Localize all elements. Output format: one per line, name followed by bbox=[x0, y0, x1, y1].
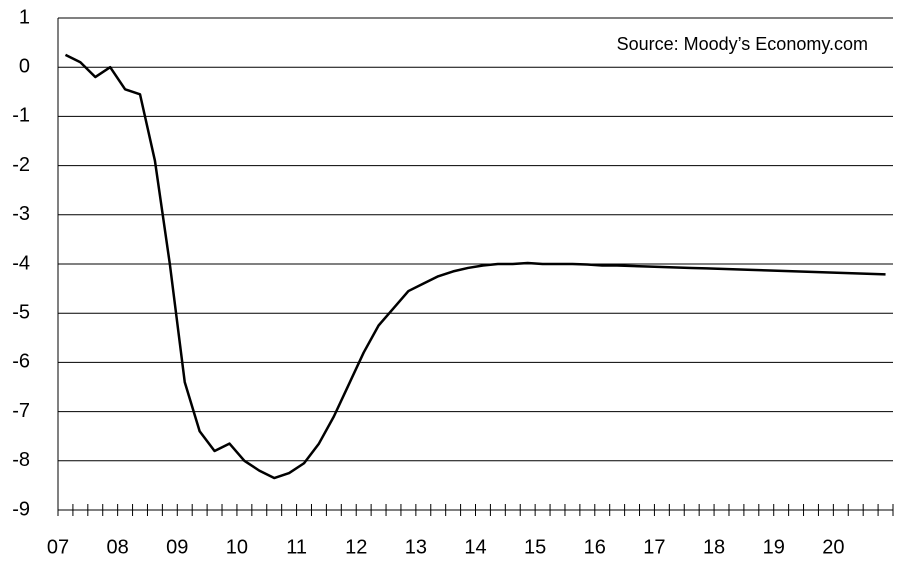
x-tick-label: 08 bbox=[107, 536, 129, 558]
y-tick-label: -6 bbox=[12, 351, 30, 373]
y-tick-label: 1 bbox=[19, 6, 30, 28]
x-tick-label: 19 bbox=[763, 536, 785, 558]
x-tick-label: 10 bbox=[226, 536, 248, 558]
y-tick-label: -7 bbox=[12, 400, 30, 422]
x-tick-label: 17 bbox=[643, 536, 665, 558]
line-series bbox=[64, 53, 886, 480]
x-tick-label: 07 bbox=[47, 536, 69, 558]
y-tick-label: -4 bbox=[12, 252, 30, 274]
x-tick-label: 20 bbox=[822, 536, 844, 558]
y-tick-label: -8 bbox=[12, 449, 30, 471]
y-tick-label: -2 bbox=[12, 154, 30, 176]
x-tick-label: 12 bbox=[345, 536, 367, 558]
y-tick-label: -3 bbox=[12, 203, 30, 225]
x-tick-label: 11 bbox=[286, 536, 307, 558]
x-tick-label: 15 bbox=[524, 536, 546, 558]
annotation: Source: Moody’s Economy.com bbox=[617, 34, 868, 54]
y-tick-label: -9 bbox=[12, 498, 30, 520]
x-tick-label: 18 bbox=[703, 536, 725, 558]
x-tick-label: 09 bbox=[166, 536, 188, 558]
y-tick-label: -5 bbox=[12, 301, 30, 323]
x-tick-label: 14 bbox=[464, 536, 486, 558]
x-tick-label: 16 bbox=[584, 536, 606, 558]
x-tick-label: 13 bbox=[405, 536, 427, 558]
y-tick-label: -1 bbox=[12, 105, 30, 127]
y-tick-label: 0 bbox=[19, 55, 30, 77]
